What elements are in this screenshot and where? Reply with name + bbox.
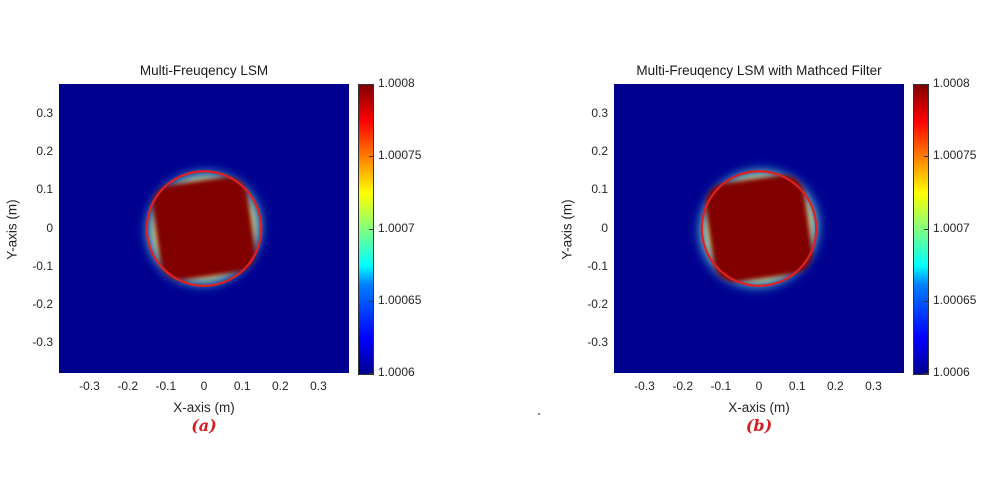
x-tick-label: -0.2 — [672, 379, 694, 393]
heatmap-svg — [145, 170, 263, 287]
panel-caption: (b) — [745, 416, 773, 435]
colorbar-tick-mark — [924, 156, 928, 158]
y-tick-label: 0.2 — [36, 144, 53, 159]
colorbar-tick-label: 1.00075 — [933, 148, 977, 163]
heatmap-svg — [700, 170, 818, 287]
colorbar-tick-mark — [369, 228, 373, 230]
colorbar-tick-label: 1.0006 — [378, 365, 415, 379]
x-tick-label: 0.3 — [865, 379, 882, 393]
x-tick-label: 0.2 — [826, 379, 844, 393]
y-tick-label: -0.1 — [587, 258, 608, 273]
y-tick-label: -0.2 — [587, 296, 608, 311]
colorbar-tick-label: 1.0008 — [933, 76, 970, 90]
y-tick-label: 0 — [46, 220, 53, 235]
x-tick-label: 0.1 — [233, 379, 251, 393]
x-tick-label: 0.3 — [310, 379, 327, 393]
x-axis-label: X-axis (m) — [173, 400, 235, 415]
x-tick-label: -0.3 — [634, 379, 655, 393]
colorbar-tick-label: 1.00075 — [378, 148, 422, 163]
heatmap-plot — [59, 84, 349, 373]
x-tick-label: -0.1 — [710, 379, 732, 393]
panel-caption: (a) — [191, 416, 217, 435]
y-tick-label: 0 — [601, 220, 608, 235]
y-tick-label: -0.1 — [32, 258, 53, 273]
colorbar-tick-label: 1.0007 — [378, 220, 415, 235]
colorbar — [358, 84, 374, 375]
colorbar-tick-label: 1.0006 — [933, 365, 970, 379]
y-tick-label: -0.3 — [587, 334, 608, 349]
colorbar-tick-mark — [924, 373, 928, 374]
colorbar-tick-mark — [924, 84, 928, 85]
y-tick-label: 0.3 — [591, 106, 608, 121]
reconstruction-core — [152, 177, 256, 280]
x-tick-label: 0 — [755, 379, 763, 393]
colorbar-tick-label: 1.0008 — [378, 76, 415, 90]
y-tick-label: 0.2 — [591, 144, 608, 159]
y-tick-label: 0.1 — [36, 182, 53, 197]
colorbar-tick-mark — [924, 228, 928, 230]
colorbar-tick-label: 1.00065 — [933, 292, 977, 307]
panel-a: Multi-Freuqency LSM X-axis (m) Y-axis (m… — [0, 0, 450, 495]
true-boundary-circle — [700, 170, 818, 287]
colorbar-tick-mark — [369, 84, 373, 85]
true-boundary-circle — [145, 170, 263, 287]
colorbar-tick-mark — [369, 373, 373, 374]
y-tick-label: -0.3 — [32, 334, 53, 349]
colorbar-tick-label: 1.0007 — [933, 220, 970, 235]
x-tick-label: 0.2 — [271, 379, 289, 393]
y-tick-label: -0.2 — [32, 296, 53, 311]
chart-title: Multi-Freuqency LSM with Mathced Filter — [636, 63, 882, 78]
panel-b: Multi-Freuqency LSM with Mathced Filter … — [555, 0, 997, 495]
x-tick-label: 0.1 — [788, 379, 806, 393]
x-tick-label: -0.2 — [117, 379, 139, 393]
colorbar-tick-mark — [924, 300, 928, 302]
colorbar-tick-label: 1.00065 — [378, 292, 422, 307]
heatmap-plot — [614, 84, 904, 373]
colorbar-tick-mark — [369, 156, 373, 158]
chart-title: Multi-Freuqency LSM — [139, 63, 269, 78]
y-tick-label: 0.1 — [591, 182, 608, 197]
reconstruction-core — [705, 175, 813, 282]
colorbar-tick-mark — [369, 300, 373, 302]
y-tick-label: 0.3 — [36, 106, 53, 121]
x-tick-label: 0 — [200, 379, 208, 393]
stray-dot — [538, 413, 540, 415]
x-tick-label: -0.1 — [155, 379, 177, 393]
x-tick-label: -0.3 — [79, 379, 100, 393]
colorbar — [913, 84, 929, 375]
x-axis-label: X-axis (m) — [728, 400, 790, 415]
